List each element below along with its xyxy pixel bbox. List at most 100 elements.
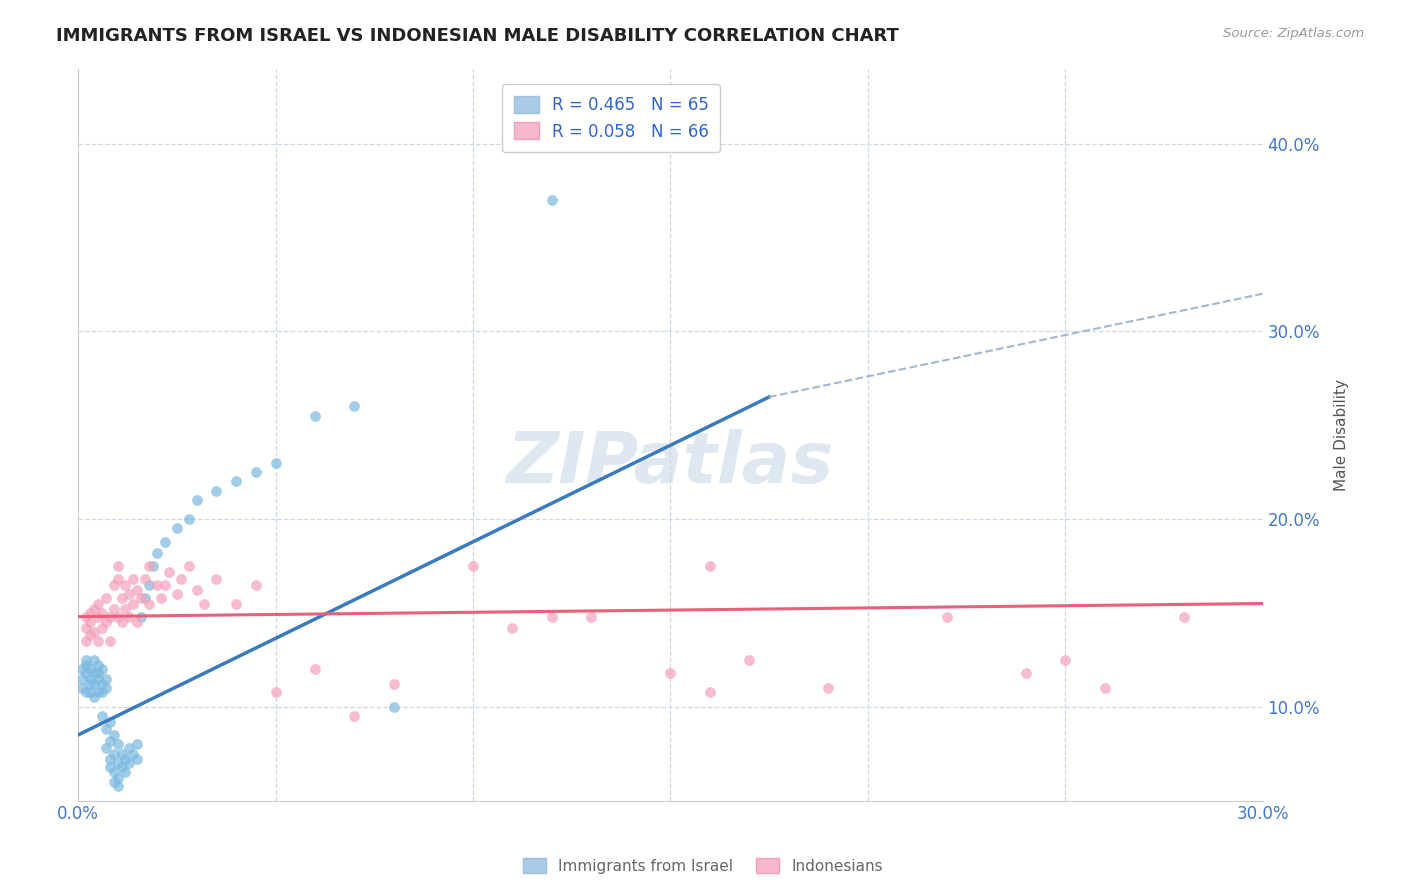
Text: ZIPatlas: ZIPatlas [506, 429, 834, 499]
Point [75, 653, 97, 667]
Point [166, 587, 188, 601]
Point [225, 597, 247, 611]
Point [87, 684, 110, 698]
Point [75, 665, 97, 680]
Legend: R = 0.465   N = 65, R = 0.058   N = 66: R = 0.465 N = 65, R = 0.058 N = 66 [502, 84, 720, 153]
Point [75, 684, 97, 698]
Point [738, 653, 761, 667]
Point [150, 591, 173, 605]
Point [343, 709, 366, 723]
Point [103, 578, 125, 592]
Point [90, 621, 112, 635]
Point [193, 597, 215, 611]
Point [122, 747, 145, 761]
Point [264, 456, 287, 470]
Point [1173, 609, 1195, 624]
Point [83, 653, 105, 667]
Point [382, 699, 405, 714]
Point [501, 621, 523, 635]
Text: Source: ZipAtlas.com: Source: ZipAtlas.com [1223, 27, 1364, 40]
Point [103, 728, 125, 742]
Point [94, 681, 117, 695]
Point [122, 597, 145, 611]
Point [79, 628, 101, 642]
Point [343, 400, 366, 414]
Point [75, 658, 97, 673]
Point [153, 578, 176, 592]
Point [118, 756, 141, 770]
Point [79, 606, 101, 620]
Point [90, 677, 112, 691]
Point [107, 737, 129, 751]
Point [186, 493, 208, 508]
Point [94, 723, 117, 737]
Point [87, 597, 110, 611]
Point [70, 681, 93, 695]
Point [304, 409, 326, 423]
Point [103, 775, 125, 789]
Point [83, 677, 105, 691]
Point [659, 665, 682, 680]
Point [94, 672, 117, 686]
Point [461, 558, 484, 573]
Point [83, 602, 105, 616]
Point [118, 587, 141, 601]
Point [114, 578, 136, 592]
Point [75, 621, 97, 635]
Point [98, 752, 121, 766]
Point [83, 624, 105, 639]
Point [103, 602, 125, 616]
Point [129, 591, 152, 605]
Point [138, 558, 160, 573]
Point [382, 677, 405, 691]
Point [1054, 653, 1077, 667]
Point [75, 634, 97, 648]
Point [90, 606, 112, 620]
Point [94, 591, 117, 605]
Point [129, 609, 152, 624]
Point [98, 634, 121, 648]
Point [1094, 681, 1116, 695]
Point [225, 475, 247, 489]
Point [127, 737, 149, 751]
Point [79, 684, 101, 698]
Point [170, 572, 193, 586]
Point [146, 578, 169, 592]
Point [75, 609, 97, 624]
Legend: Immigrants from Israel, Indonesians: Immigrants from Israel, Indonesians [517, 852, 889, 880]
Point [79, 677, 101, 691]
Point [110, 591, 132, 605]
Point [699, 684, 721, 698]
Point [110, 760, 132, 774]
Point [87, 672, 110, 686]
Point [134, 572, 156, 586]
Point [118, 741, 141, 756]
Point [177, 512, 200, 526]
Point [118, 609, 141, 624]
Point [79, 662, 101, 676]
Point [205, 483, 228, 498]
Point [817, 681, 839, 695]
Point [87, 658, 110, 673]
Point [1015, 665, 1038, 680]
Point [87, 634, 110, 648]
Point [264, 684, 287, 698]
Point [90, 684, 112, 698]
Point [107, 558, 129, 573]
Point [304, 662, 326, 676]
Point [79, 615, 101, 630]
Point [98, 733, 121, 747]
Point [90, 662, 112, 676]
Point [114, 602, 136, 616]
Point [83, 665, 105, 680]
Point [122, 572, 145, 586]
Point [935, 609, 957, 624]
Point [541, 193, 564, 207]
Point [138, 597, 160, 611]
Point [87, 609, 110, 624]
Point [146, 546, 169, 560]
Point [186, 583, 208, 598]
Point [581, 609, 603, 624]
Point [70, 672, 93, 686]
Point [98, 714, 121, 729]
